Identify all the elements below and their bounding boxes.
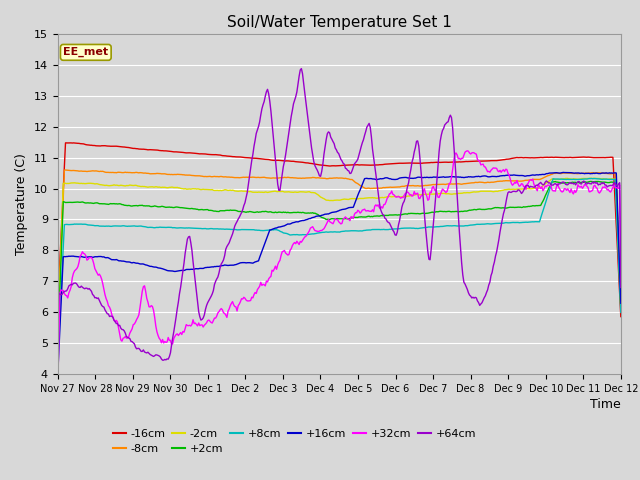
Text: Time: Time <box>590 398 621 411</box>
Text: EE_met: EE_met <box>63 47 108 58</box>
Y-axis label: Temperature (C): Temperature (C) <box>15 153 28 255</box>
Title: Soil/Water Temperature Set 1: Soil/Water Temperature Set 1 <box>227 15 452 30</box>
Legend: -16cm, -8cm, -2cm, +2cm, +8cm, +16cm, +32cm, +64cm: -16cm, -8cm, -2cm, +2cm, +8cm, +16cm, +3… <box>108 424 481 459</box>
